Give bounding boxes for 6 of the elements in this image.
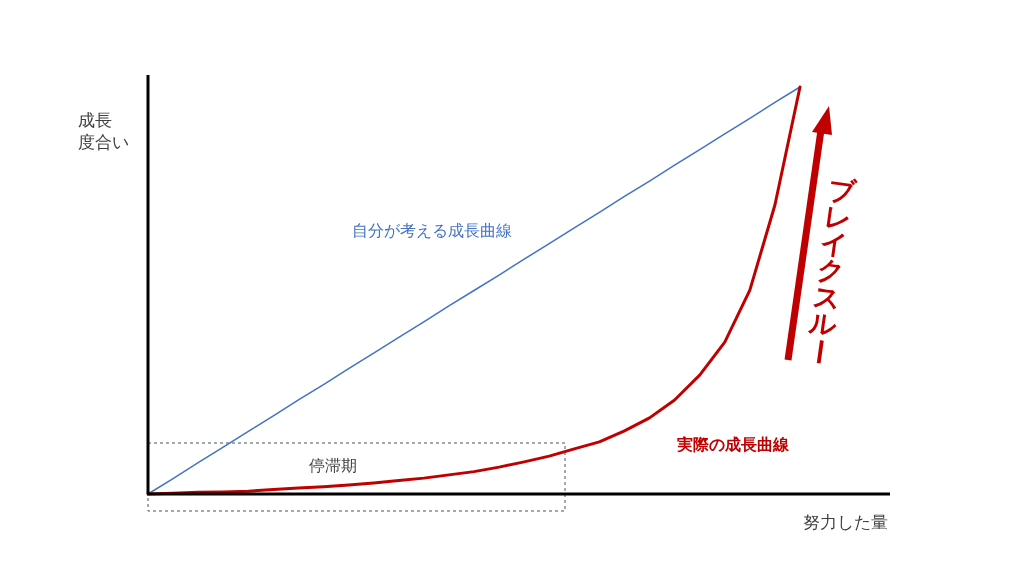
- y-axis-title: 成長度合い: [78, 111, 129, 152]
- series-label: 自分が考える成長曲線: [352, 222, 512, 239]
- x-axis-title: 努力した量: [803, 513, 888, 532]
- annotation: 停滞期: [309, 457, 357, 474]
- series-label: 実際の成長曲線: [676, 435, 790, 453]
- annotation: ブレイクスルー: [802, 174, 859, 368]
